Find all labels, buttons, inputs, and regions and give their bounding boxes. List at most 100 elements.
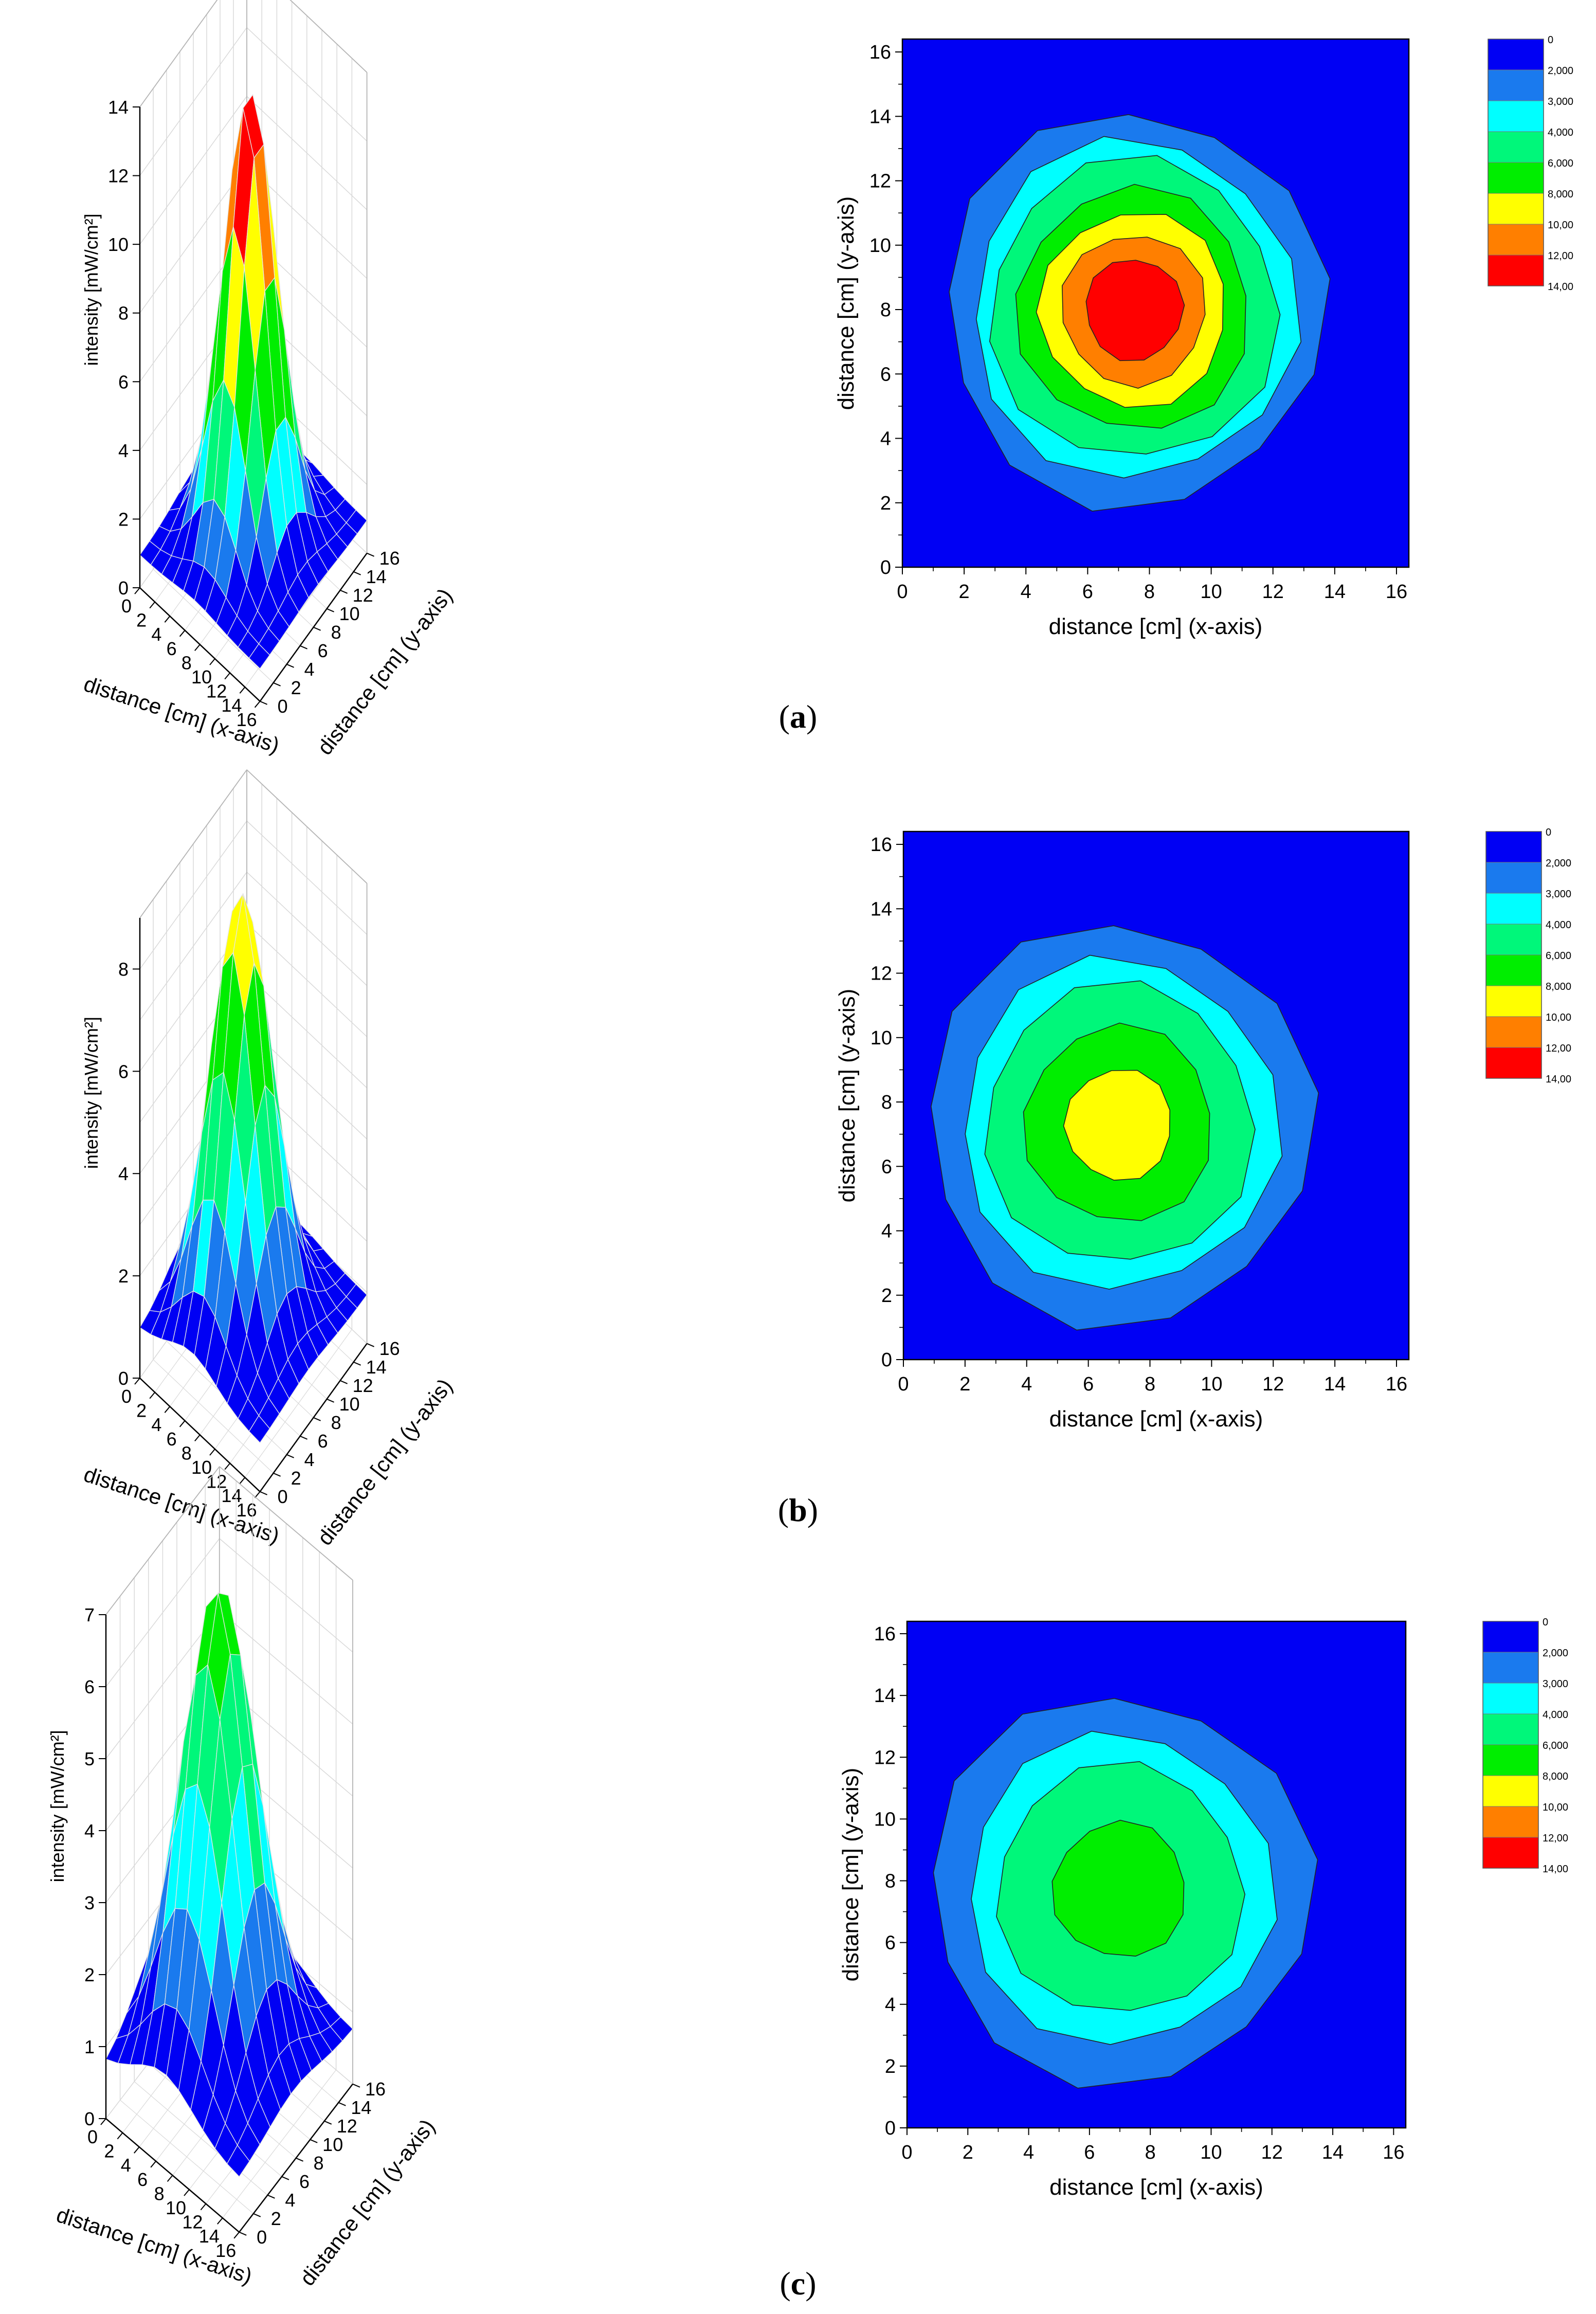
x-tick-label: 12: [1261, 2142, 1283, 2163]
legend-swatch: [1482, 1775, 1539, 1807]
y-tick: [352, 2083, 360, 2088]
x-axis-label: distance [cm] (x-axis): [1049, 2175, 1263, 2200]
y-tick-label: 0: [880, 557, 891, 578]
y-tick: [338, 2102, 346, 2106]
y-tick: [313, 1417, 321, 1421]
contour-band-7: [1085, 260, 1185, 361]
legend-frame: [1485, 831, 1542, 1079]
x-tick-label: 0: [121, 595, 132, 617]
z-gridline: [139, 769, 368, 918]
y-tick: [353, 571, 361, 575]
panel-label-letter: c: [791, 2265, 805, 2302]
y-tick: [267, 2194, 275, 2199]
x-tick: [167, 2175, 173, 2182]
x-tick-label: 4: [1021, 581, 1031, 603]
y-tick: [300, 645, 307, 649]
y-tick-label: 10: [322, 2134, 343, 2155]
x-tick-label: 14: [1322, 2142, 1344, 2163]
x-tick-label: 14: [1324, 1373, 1346, 1395]
y-tick-label: 0: [257, 2227, 267, 2248]
legend-label: 8,000: [1543, 1771, 1568, 1782]
x-tick-label: 10: [191, 666, 212, 688]
x-tick-label: 8: [1145, 2142, 1156, 2163]
x-tick-label: 0: [121, 1386, 132, 1407]
y-tick-label: 2: [271, 2208, 281, 2229]
y-tick-label: 0: [278, 696, 288, 717]
x-tick-label: 16: [1386, 1373, 1407, 1395]
legend-label: 6,000: [1548, 158, 1573, 169]
legend-swatch: [1485, 893, 1542, 925]
x-tick: [134, 587, 140, 594]
surface-facet: [248, 643, 270, 670]
x-tick: [224, 1462, 230, 1470]
y-axis-label: distance [cm] (y-axis): [313, 1374, 457, 1550]
y-axis-label: distance [cm] (y-axis): [835, 989, 860, 1203]
x-tick: [224, 672, 230, 680]
z-tick-label: 12: [108, 166, 129, 187]
plot-frame: [901, 38, 1410, 568]
y-tick-label: 10: [339, 1394, 360, 1415]
contour-plot-b: 0 2 4 6 8 10 12 14 16 0 2 4 6 8 10 12 14 16 distance [cm] …: [835, 830, 1410, 1432]
panel-label-a: (a): [779, 698, 818, 735]
y-tick: [340, 589, 348, 594]
legend-swatch: [1488, 193, 1544, 225]
contour-plot-a: 0 2 4 6 8 10 12 14 16 0 2 4 6 8 10 12 14 16 distance [cm] …: [833, 38, 1410, 639]
x-tick: [194, 644, 201, 652]
x-tick-label: 4: [151, 624, 161, 645]
y-tick-label: 2: [885, 2056, 896, 2077]
legend-label: 4,000: [1543, 1709, 1568, 1721]
z-tick-label: 3: [84, 1892, 95, 1913]
legend-label: 6,000: [1546, 950, 1571, 962]
legend-swatch: [1482, 1806, 1539, 1838]
wall-edge: [246, 769, 368, 884]
y-tick-label: 14: [870, 898, 892, 920]
y-tick-label: 10: [339, 603, 360, 624]
y-tick: [367, 1343, 374, 1347]
x-tick-label: 6: [167, 638, 177, 659]
y-tick-label: 2: [881, 1285, 892, 1307]
y-tick: [340, 1380, 348, 1384]
x-tick-label: 12: [1262, 1373, 1284, 1395]
legend-label: 3,000: [1546, 889, 1571, 900]
x-tick: [233, 2232, 240, 2239]
x-tick-label: 4: [1023, 2142, 1034, 2163]
x-tick: [179, 630, 186, 637]
x-tick: [200, 2203, 207, 2211]
legend-swatch: [1485, 1047, 1542, 1079]
y-tick-label: 10: [874, 1809, 896, 1830]
y-tick-label: 12: [353, 585, 373, 606]
z-tick-label: 8: [118, 959, 129, 980]
legend-swatch: [1482, 1652, 1539, 1684]
y-tick-label: 8: [885, 1871, 896, 1892]
y-tick: [324, 2120, 332, 2125]
y-tick-label: 2: [880, 493, 891, 514]
legend-label: 14,00: [1548, 281, 1573, 293]
legend-label: 12,00: [1548, 250, 1573, 262]
legend-label: 10,00: [1543, 1802, 1568, 1813]
x-tick-label: 6: [137, 2169, 148, 2190]
wall-edge: [139, 0, 218, 107]
y-tick: [286, 1454, 294, 1458]
panel-label-close: ): [806, 698, 817, 735]
legend-b: 0 2,000 3,000 4,000 6,000 8,000 10,00 12,00 14,0…: [1485, 827, 1571, 1085]
y-axis-label: distance [cm] (y-axis): [295, 2114, 440, 2290]
z-tick-label: 14: [108, 97, 129, 118]
y-tick-label: 0: [885, 2118, 896, 2139]
contour-band-4: [1051, 1819, 1185, 1957]
panel-label-close: ): [807, 1492, 818, 1528]
x-tick-label: 12: [182, 2212, 203, 2233]
legend-swatch: [1485, 985, 1542, 1017]
y-axis-label: distance [cm] (y-axis): [313, 584, 457, 760]
legend-swatch: [1488, 162, 1544, 194]
legend-label: 0: [1548, 34, 1553, 46]
z-tick-label: 6: [84, 1676, 95, 1697]
contour-band-5: [1063, 1070, 1171, 1181]
legend-label: 0: [1543, 1617, 1548, 1628]
x-tick: [164, 1406, 171, 1413]
x-tick-label: 4: [151, 1414, 161, 1435]
legend-swatch: [1488, 100, 1544, 132]
legend-label: 10,00: [1548, 220, 1573, 231]
y-tick-label: 4: [881, 1221, 892, 1242]
legend-label: 4,000: [1546, 919, 1571, 931]
surface-facet: [248, 1415, 270, 1443]
